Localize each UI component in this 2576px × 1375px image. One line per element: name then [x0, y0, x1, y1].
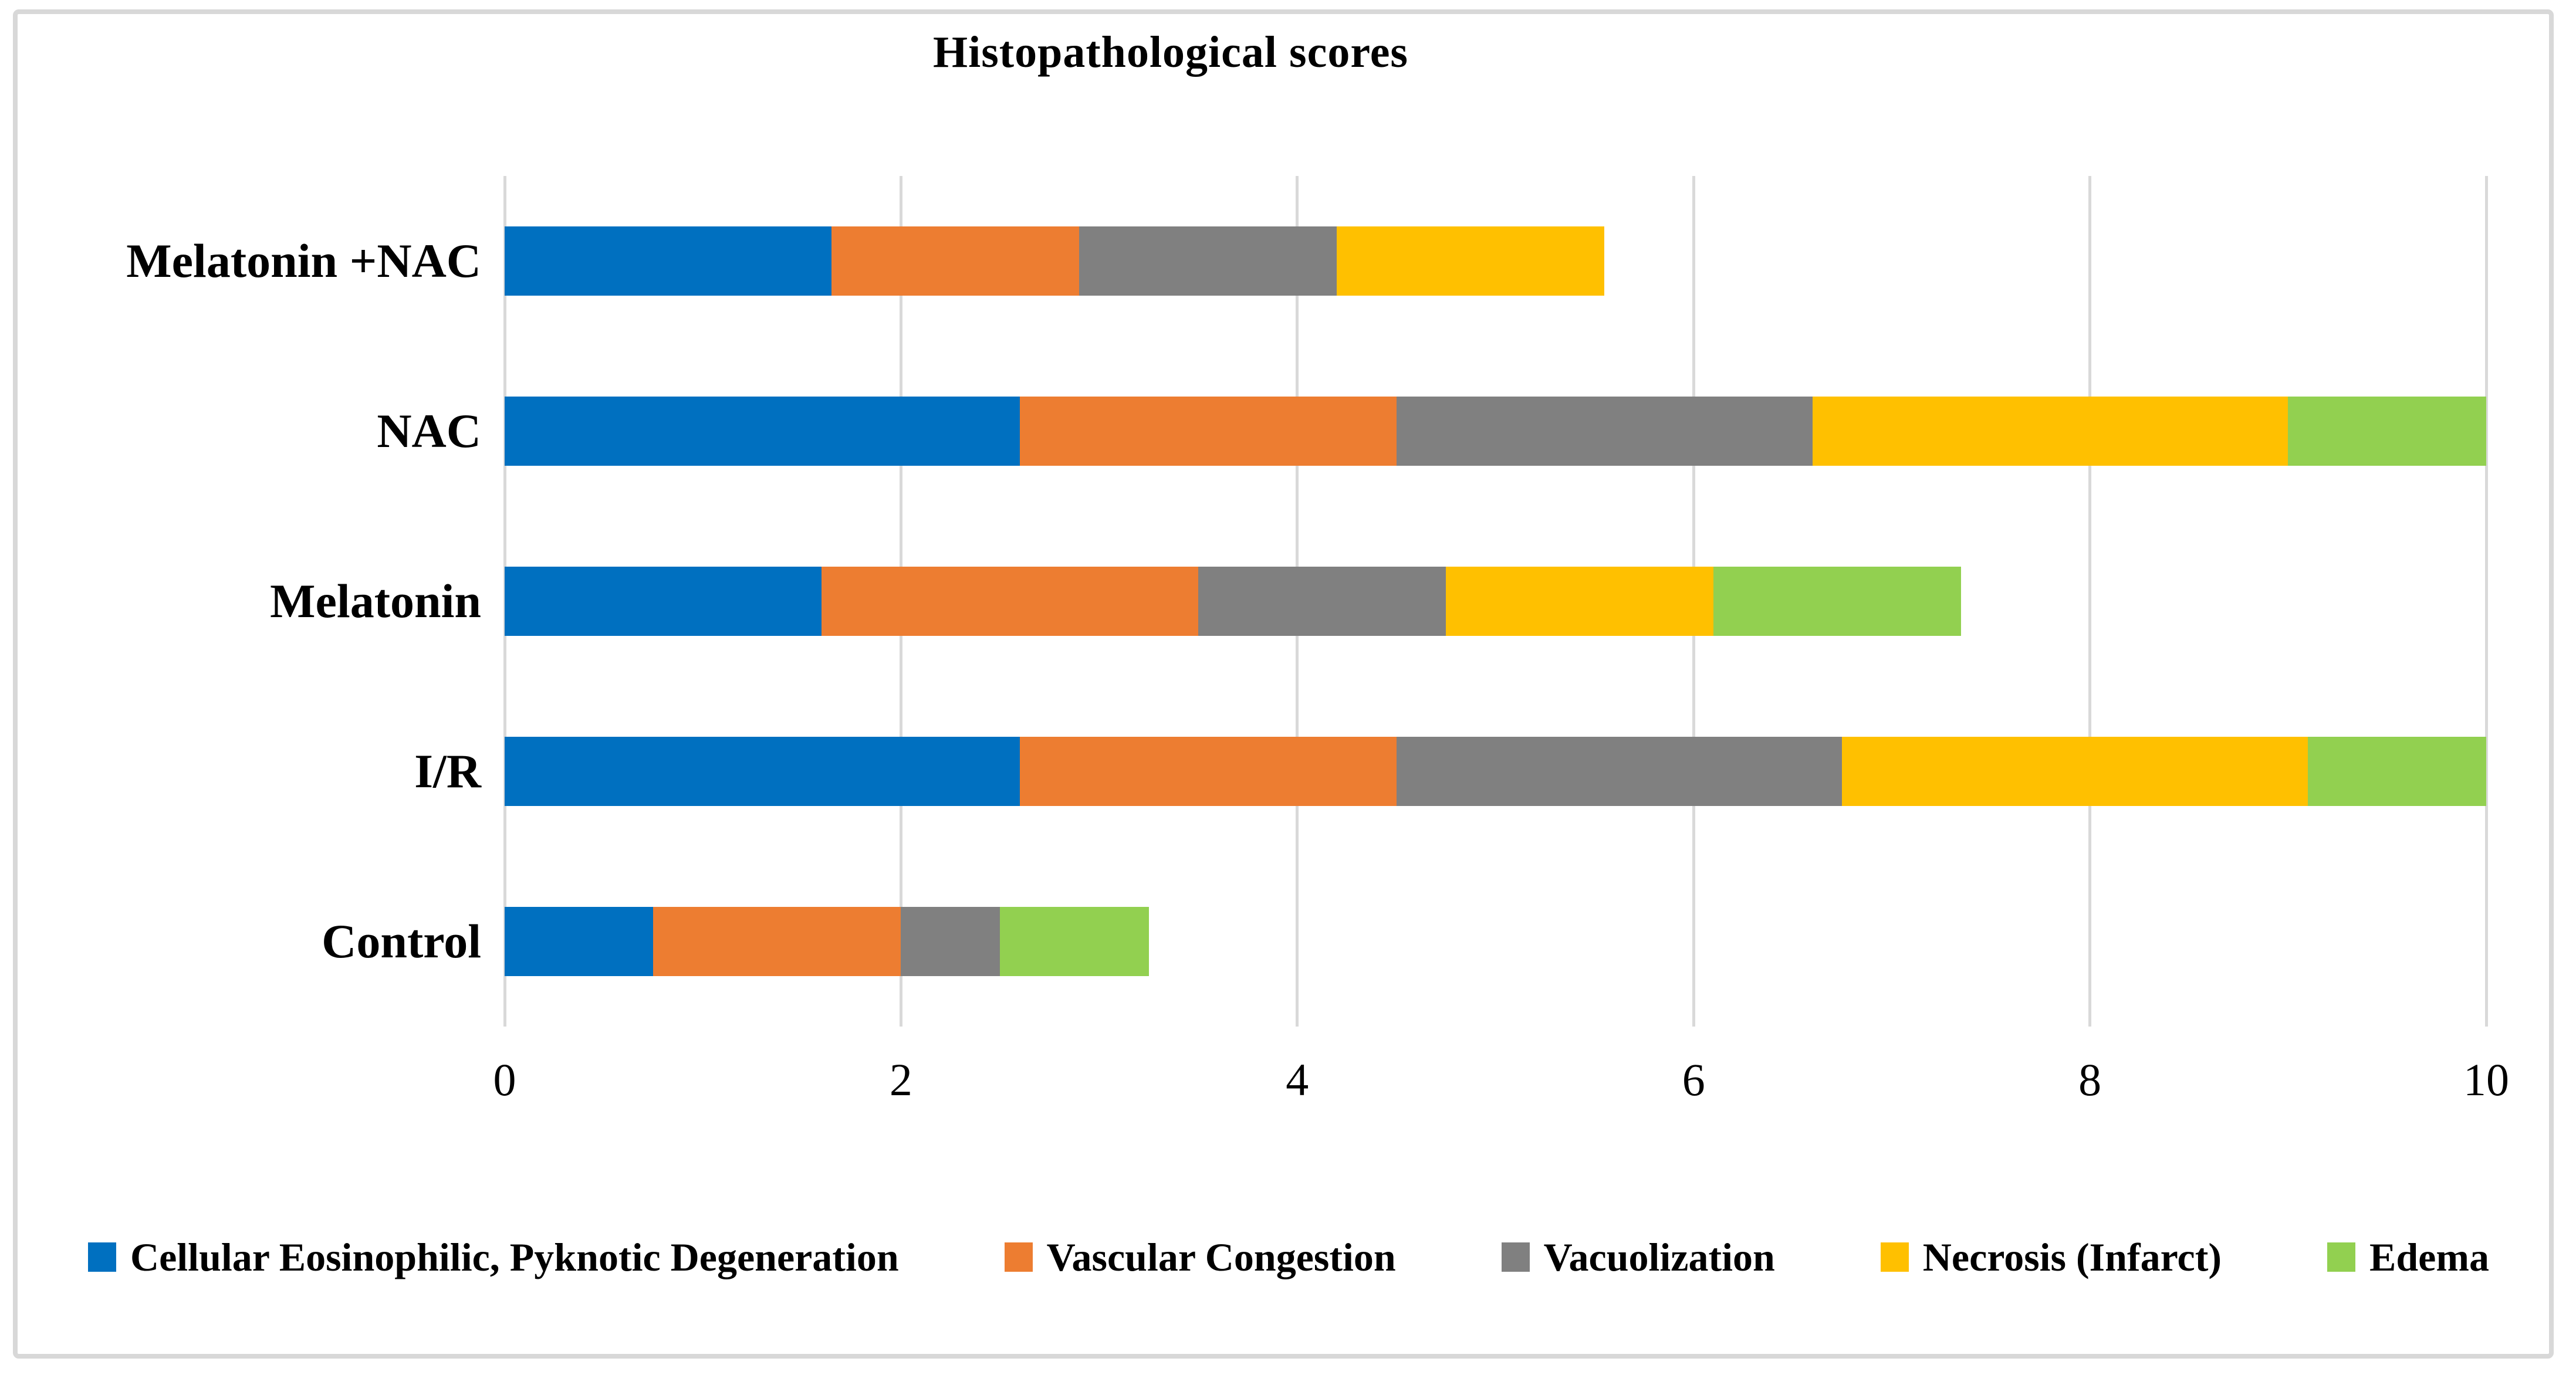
legend-swatch-icon: [1004, 1242, 1033, 1272]
legend-item: Necrosis (Infarct): [1880, 1235, 2222, 1279]
bar-segment: [1396, 737, 1843, 806]
bar-row: [505, 226, 1605, 296]
bar-segment: [1713, 567, 1962, 636]
bar-row: [505, 397, 2486, 466]
bar-segment: [505, 737, 1020, 806]
category-label: Melatonin +NAC: [126, 234, 481, 287]
legend-item: Cellular Eosinophilic, Pyknotic Degenera…: [88, 1237, 899, 1277]
legend-label: Cellular Eosinophilic, Pyknotic Degenera…: [130, 1235, 899, 1279]
bar-segment: [1842, 737, 2308, 806]
bar-segment: [1446, 567, 1713, 636]
bar-segment: [505, 567, 822, 636]
category-label: NAC: [377, 404, 481, 458]
bar-segment: [1020, 737, 1397, 806]
gridline-x-8: [2088, 176, 2092, 1027]
legend-label: Vacuolization: [1543, 1235, 1775, 1279]
legend-swatch-icon: [1880, 1242, 1909, 1272]
x-tick-label: 8: [2078, 1054, 2102, 1105]
bar-segment: [505, 226, 832, 296]
bar-segment: [2288, 397, 2486, 466]
bar-segment: [2308, 737, 2486, 806]
bar-row: [505, 737, 2486, 806]
bar-segment: [1198, 567, 1446, 636]
legend-swatch-icon: [2327, 1242, 2355, 1272]
gridline-x-10: [2484, 176, 2488, 1027]
legend-swatch-icon: [88, 1242, 116, 1272]
category-label: Melatonin: [270, 574, 481, 628]
legend: Cellular Eosinophilic, Pyknotic Degenera…: [88, 1225, 2489, 1289]
x-tick-label: 6: [1682, 1054, 1705, 1105]
legend-swatch-icon: [1501, 1242, 1530, 1272]
x-tick-label: 2: [889, 1054, 912, 1105]
bar-segment: [1812, 397, 2288, 466]
legend-label: Edema: [2369, 1235, 2489, 1279]
category-label: Control: [322, 915, 481, 968]
bar-segment: [1000, 907, 1149, 976]
bar-row: [505, 907, 1149, 976]
legend-item: Edema: [2327, 1237, 2489, 1277]
bar-segment: [901, 907, 1000, 976]
bar-segment: [505, 397, 1020, 466]
bar-segment: [505, 907, 654, 976]
bar-segment: [831, 226, 1080, 296]
bar-segment: [653, 907, 901, 976]
bar-segment: [1396, 397, 1813, 466]
bar-segment: [822, 567, 1198, 636]
legend-label: Vascular Congestion: [1046, 1235, 1396, 1279]
x-tick-label: 0: [493, 1054, 516, 1105]
bar-segment: [1079, 226, 1337, 296]
chart-title: Histopathological scores: [932, 28, 1408, 77]
legend-label: Necrosis (Infarct): [1922, 1235, 2222, 1279]
plot-area: [503, 176, 2488, 1027]
x-tick-label: 10: [2463, 1054, 2509, 1105]
legend-item: Vacuolization: [1501, 1235, 1775, 1279]
legend-item: Vascular Congestion: [1004, 1235, 1396, 1279]
bar-segment: [1020, 397, 1397, 466]
bar-segment: [1337, 226, 1605, 296]
x-tick-label: 4: [1286, 1054, 1309, 1105]
category-label: I/R: [414, 744, 481, 798]
bar-row: [505, 567, 1962, 636]
